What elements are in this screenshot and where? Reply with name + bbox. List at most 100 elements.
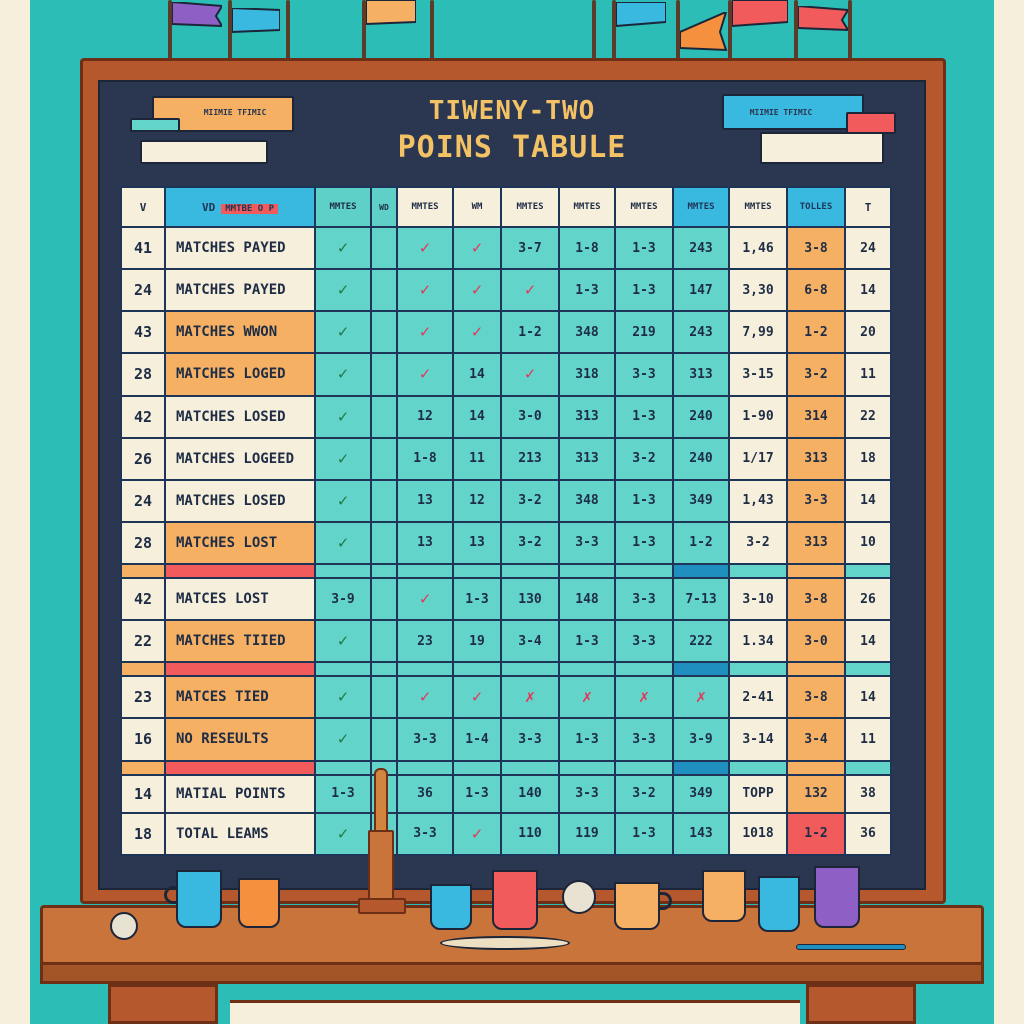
table-header-row: V VD MMTBE O P MMTES WD MMTES WM MMTES MM… bbox=[120, 186, 892, 228]
row-number: 22 bbox=[120, 619, 166, 664]
separator-cell bbox=[370, 563, 398, 579]
table-cell: 3-3 bbox=[396, 717, 454, 762]
separator-cell bbox=[314, 563, 372, 579]
table-cell: ✓ bbox=[452, 811, 502, 857]
flag-icon bbox=[732, 0, 788, 28]
separator-cell bbox=[728, 563, 788, 579]
cup-icon bbox=[758, 876, 800, 932]
table-cell: 11 bbox=[452, 436, 502, 481]
table-cell: 11 bbox=[844, 717, 892, 762]
cell-value: 3-3 bbox=[413, 826, 437, 842]
row-label: MATCHES LOSED bbox=[164, 394, 316, 439]
table-cell: 36 bbox=[844, 811, 892, 857]
table-cell: 14 bbox=[844, 268, 892, 313]
cell-value: 14 bbox=[469, 366, 485, 382]
table-cell: 10 bbox=[844, 520, 892, 566]
row-number: 43 bbox=[120, 310, 166, 355]
table-cell: ✓ bbox=[314, 225, 372, 271]
table-row: 28 MATCHES LOST ✓ 13 13 3-2 3-3 1-3 1-2 3-2 313 10 bbox=[120, 520, 892, 566]
table-cell: 3-2 bbox=[614, 773, 674, 814]
cell-value: 1-2 bbox=[689, 535, 713, 551]
cup-icon bbox=[492, 870, 538, 930]
table-cell: 148 bbox=[558, 576, 616, 622]
table-cell: ✓ bbox=[500, 352, 560, 397]
cell-value: 3-2 bbox=[804, 366, 828, 382]
cell-value: 1-4 bbox=[465, 731, 489, 747]
cell-value: 3-4 bbox=[518, 633, 542, 649]
cell-value: 314 bbox=[804, 409, 828, 425]
table-cell: 313 bbox=[786, 436, 846, 481]
table-cell: ✗ bbox=[672, 675, 730, 720]
table-cell: ✓ bbox=[452, 310, 502, 355]
cricket-bat-base bbox=[358, 898, 406, 914]
flag-pole bbox=[430, 0, 434, 72]
separator-cell bbox=[120, 759, 166, 776]
cell-value: 1-3 bbox=[632, 535, 656, 551]
wall-border-right bbox=[994, 0, 1024, 1024]
table-cell: 1,43 bbox=[728, 478, 788, 523]
table-cell: 1-2 bbox=[500, 310, 560, 355]
row-label: NO RESEULTS bbox=[164, 717, 316, 762]
table-cell: 3-0 bbox=[786, 619, 846, 664]
table-cell: 3-3 bbox=[614, 717, 674, 762]
table-cell: 313 bbox=[672, 352, 730, 397]
cross-icon: ✗ bbox=[524, 687, 536, 708]
table-cell: 13 bbox=[396, 520, 454, 566]
separator-cell bbox=[614, 563, 674, 579]
check-icon: ✓ bbox=[337, 364, 349, 385]
row-number: 24 bbox=[120, 478, 166, 523]
flag-icon bbox=[680, 12, 728, 52]
table-cell: 132 bbox=[786, 773, 846, 814]
table-separator-row bbox=[120, 759, 892, 776]
table-cell: 13 bbox=[396, 478, 454, 523]
table-cell: 3-15 bbox=[728, 352, 788, 397]
cup-icon bbox=[238, 878, 280, 928]
separator-cell bbox=[844, 563, 892, 579]
cell-value: 14 bbox=[860, 493, 876, 509]
table-cell: ✓ bbox=[314, 352, 372, 397]
separator-cell bbox=[558, 661, 616, 678]
check-icon: ✓ bbox=[337, 322, 349, 343]
cell-value: 313 bbox=[575, 409, 599, 425]
cross-icon: ✗ bbox=[581, 687, 593, 708]
separator-cell bbox=[164, 563, 316, 579]
cell-value: 3-9 bbox=[331, 591, 355, 607]
check-icon: ✓ bbox=[337, 448, 349, 469]
table-cell: 3-3 bbox=[500, 717, 560, 762]
header-cell: WD bbox=[370, 186, 398, 228]
table-cell: 1-4 bbox=[452, 717, 502, 762]
cell-value: 1-2 bbox=[518, 324, 542, 340]
cell-value: 14 bbox=[469, 409, 485, 425]
flag-icon bbox=[172, 2, 222, 28]
table-row: 28 MATCHES LOGED ✓ ✓ 14 ✓ 318 3-3 313 3-15 3-2 11 bbox=[120, 352, 892, 397]
cell-value: 3-3 bbox=[518, 731, 542, 747]
row-number: 28 bbox=[120, 520, 166, 566]
table-cell: 1-90 bbox=[728, 394, 788, 439]
cell-value: 240 bbox=[689, 451, 713, 467]
cell-value: 1-3 bbox=[632, 826, 656, 842]
row-label: MATCHES LOGED bbox=[164, 352, 316, 397]
table-cell: 20 bbox=[844, 310, 892, 355]
table-cell: ✓ bbox=[396, 352, 454, 397]
row-label: MATCES LOST bbox=[164, 576, 316, 622]
row-number: 23 bbox=[120, 675, 166, 720]
table-cell: TOPP bbox=[728, 773, 788, 814]
table-cell: 3-9 bbox=[314, 576, 372, 622]
book-icon bbox=[130, 118, 180, 132]
cell-value: 3-8 bbox=[804, 689, 828, 705]
cell-value: 349 bbox=[689, 786, 713, 802]
cell-value: 19 bbox=[469, 633, 485, 649]
table-cell: 3-14 bbox=[728, 717, 788, 762]
check-icon: ✓ bbox=[337, 823, 349, 844]
separator-cell bbox=[614, 759, 674, 776]
table-cell bbox=[370, 268, 398, 313]
check-icon: ✓ bbox=[471, 322, 483, 343]
table-cell: ✓ bbox=[314, 619, 372, 664]
cell-value: 14 bbox=[860, 282, 876, 298]
cell-value: 1,46 bbox=[742, 240, 774, 256]
separator-cell bbox=[672, 563, 730, 579]
flag-pole bbox=[612, 0, 616, 72]
cell-value: 313 bbox=[804, 451, 828, 467]
check-icon: ✓ bbox=[471, 280, 483, 301]
table-cell: 7-13 bbox=[672, 576, 730, 622]
